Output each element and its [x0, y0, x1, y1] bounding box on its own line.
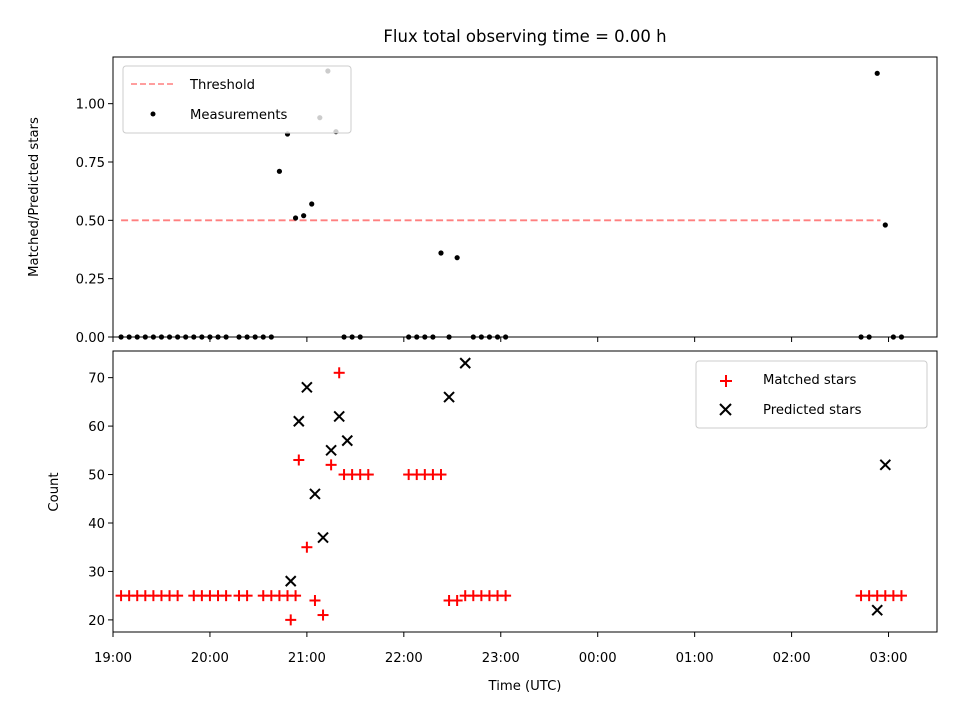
- matched-star-point: [362, 469, 374, 481]
- predicted-star-point: [309, 488, 321, 500]
- top-legend: Threshold Measurements: [122, 65, 352, 134]
- measurement-point: [276, 168, 283, 174]
- matched-star-point: [325, 459, 337, 471]
- top-y-axis-label: Matched/Predicted stars: [27, 117, 42, 277]
- predicted-star-point: [443, 391, 455, 403]
- bottom-y-tick-label: 70: [88, 372, 105, 387]
- measurements-legend-swatch: [150, 111, 156, 117]
- measurement-point: [882, 222, 888, 228]
- measurements-legend-label: Measurements: [190, 108, 288, 123]
- matched-star-point: [451, 595, 463, 607]
- x-tick-label: 03:00: [870, 651, 908, 666]
- x-tick-label: 02:00: [773, 651, 811, 666]
- bottom-y-tick-label: 50: [88, 469, 105, 484]
- measurement-point: [454, 255, 460, 261]
- top-y-tick-label: 0.75: [76, 156, 105, 171]
- bottom-plot-area: [115, 357, 907, 626]
- top-y-tick-label: 0.25: [76, 273, 105, 288]
- top-legend-box: [122, 65, 352, 134]
- bottom-axes: 20 30 40 50 60 70 19:00 20:00 21:00 22:00 23:00 00…: [47, 350, 938, 694]
- x-tick-label: 20:00: [191, 651, 229, 666]
- x-tick-label: 01:00: [676, 651, 714, 666]
- matched-star-point: [309, 595, 321, 607]
- x-tick-label: 22:00: [385, 651, 423, 666]
- matched-star-point: [293, 454, 305, 466]
- bottom-y-axis-label: Count: [47, 472, 62, 511]
- matched-star-point: [895, 590, 907, 602]
- bottom-legend-box: [695, 360, 928, 429]
- matched-star-point: [220, 590, 232, 602]
- predicted-legend-swatch: [719, 403, 732, 416]
- predicted-star-point: [301, 381, 313, 394]
- predicted-star-point: [459, 357, 471, 369]
- bottom-y-tick-label: 20: [88, 614, 105, 629]
- measurement-point: [438, 250, 444, 256]
- chart-title: Flux total observing time = 0.00 h: [383, 27, 666, 46]
- bottom-legend: Matched stars Predicted stars: [695, 360, 928, 429]
- measurement-point: [309, 201, 315, 207]
- top-axes: 0.00 0.25 0.50 0.75 1.00 Matched/Predicted s…: [27, 56, 938, 346]
- predicted-star-point: [341, 434, 353, 447]
- matched-legend-label: Matched stars: [763, 373, 856, 388]
- predicted-legend-label: Predicted stars: [763, 403, 862, 418]
- matched-star-point: [317, 609, 329, 621]
- matched-star-point: [290, 590, 302, 602]
- measurement-point: [301, 213, 307, 219]
- bottom-x-ticks: 19:00 20:00 21:00 22:00 23:00 00:00 01:00 02:00…: [94, 632, 908, 666]
- matched-star-point: [500, 590, 512, 602]
- bottom-y-ticks: 20 30 40 50 60 70: [88, 372, 113, 629]
- x-axis-label: Time (UTC): [488, 679, 562, 694]
- predicted-star-point: [325, 444, 337, 457]
- x-tick-label: 21:00: [288, 651, 326, 666]
- top-x-ticks: [112, 337, 890, 342]
- bottom-y-tick-label: 40: [88, 517, 105, 532]
- measurement-point: [874, 70, 880, 76]
- bottom-axes-frame: [112, 350, 938, 633]
- predicted-star-point: [333, 410, 345, 423]
- bottom-y-tick-label: 30: [88, 565, 105, 580]
- measurement-point: [292, 215, 299, 221]
- x-tick-label: 19:00: [94, 651, 132, 666]
- matched-star-point: [301, 541, 313, 553]
- predicted-star-point: [879, 459, 892, 471]
- predicted-star-point: [293, 415, 305, 427]
- predicted-star-point: [317, 531, 329, 544]
- predicted-star-point: [871, 604, 883, 616]
- matched-star-point: [435, 469, 447, 481]
- matched-star-point: [241, 590, 253, 602]
- top-y-tick-label: 1.00: [76, 98, 105, 113]
- top-y-tick-label: 0.00: [76, 331, 105, 346]
- top-axes-frame: [112, 56, 938, 338]
- x-tick-label: 23:00: [482, 651, 520, 666]
- matched-star-point: [333, 367, 345, 379]
- matched-legend-swatch: [720, 375, 732, 387]
- matched-star-point: [172, 590, 184, 602]
- top-y-tick-label: 0.50: [76, 214, 105, 229]
- predicted-star-point: [285, 575, 297, 587]
- x-tick-label: 00:00: [579, 651, 617, 666]
- threshold-legend-label: Threshold: [189, 78, 255, 93]
- bottom-y-tick-label: 60: [88, 420, 105, 435]
- matched-star-point: [285, 614, 297, 626]
- top-y-ticks: 0.00 0.25 0.50 0.75 1.00: [76, 98, 113, 346]
